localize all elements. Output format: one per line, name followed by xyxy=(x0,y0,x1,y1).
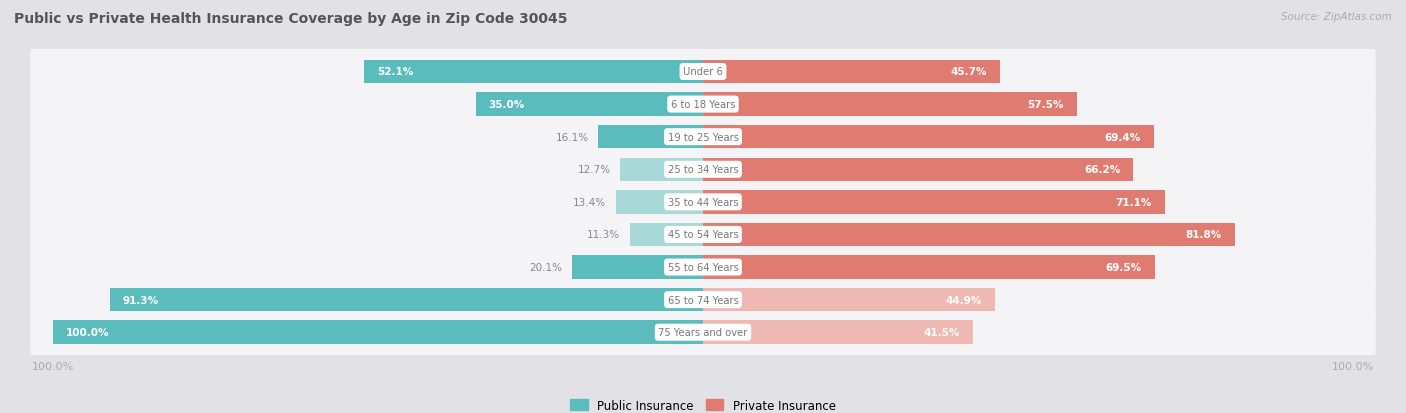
Bar xyxy=(703,93,1077,116)
Text: 19 to 25 Years: 19 to 25 Years xyxy=(668,132,738,142)
Bar xyxy=(703,191,1166,214)
Text: 66.2%: 66.2% xyxy=(1084,165,1121,175)
Text: 91.3%: 91.3% xyxy=(122,295,159,305)
Text: 44.9%: 44.9% xyxy=(945,295,981,305)
Text: 35.0%: 35.0% xyxy=(488,100,524,110)
Bar xyxy=(475,93,703,116)
Text: 16.1%: 16.1% xyxy=(555,132,589,142)
Text: Under 6: Under 6 xyxy=(683,67,723,77)
Text: 57.5%: 57.5% xyxy=(1028,100,1064,110)
FancyBboxPatch shape xyxy=(31,140,1375,199)
Text: 75 Years and over: 75 Years and over xyxy=(658,328,748,337)
Bar xyxy=(110,288,703,312)
Text: 71.1%: 71.1% xyxy=(1116,197,1152,207)
Text: 12.7%: 12.7% xyxy=(578,165,610,175)
Text: 81.8%: 81.8% xyxy=(1185,230,1222,240)
Text: 69.4%: 69.4% xyxy=(1105,132,1142,142)
Bar xyxy=(572,256,703,279)
Bar xyxy=(703,321,973,344)
Bar xyxy=(703,158,1133,182)
Bar xyxy=(620,158,703,182)
FancyBboxPatch shape xyxy=(31,108,1375,167)
Text: 55 to 64 Years: 55 to 64 Years xyxy=(668,262,738,273)
Text: 35 to 44 Years: 35 to 44 Years xyxy=(668,197,738,207)
FancyBboxPatch shape xyxy=(31,238,1375,297)
Bar xyxy=(703,288,995,312)
Bar xyxy=(53,321,703,344)
Text: 45 to 54 Years: 45 to 54 Years xyxy=(668,230,738,240)
Text: 13.4%: 13.4% xyxy=(574,197,606,207)
Text: 6 to 18 Years: 6 to 18 Years xyxy=(671,100,735,110)
Text: Public vs Private Health Insurance Coverage by Age in Zip Code 30045: Public vs Private Health Insurance Cover… xyxy=(14,12,568,26)
Text: 100.0%: 100.0% xyxy=(66,328,110,337)
FancyBboxPatch shape xyxy=(31,173,1375,232)
Bar xyxy=(703,256,1154,279)
Bar xyxy=(630,223,703,247)
Text: 41.5%: 41.5% xyxy=(924,328,960,337)
FancyBboxPatch shape xyxy=(31,271,1375,330)
Bar xyxy=(616,191,703,214)
Legend: Public Insurance, Private Insurance: Public Insurance, Private Insurance xyxy=(565,394,841,413)
FancyBboxPatch shape xyxy=(31,75,1375,134)
Bar xyxy=(599,126,703,149)
Bar xyxy=(364,61,703,84)
FancyBboxPatch shape xyxy=(31,303,1375,362)
Text: 69.5%: 69.5% xyxy=(1105,262,1142,273)
Text: 11.3%: 11.3% xyxy=(586,230,620,240)
Text: 45.7%: 45.7% xyxy=(950,67,987,77)
Text: 25 to 34 Years: 25 to 34 Years xyxy=(668,165,738,175)
FancyBboxPatch shape xyxy=(31,205,1375,264)
Bar xyxy=(703,126,1154,149)
Text: 20.1%: 20.1% xyxy=(530,262,562,273)
Text: 65 to 74 Years: 65 to 74 Years xyxy=(668,295,738,305)
Text: Source: ZipAtlas.com: Source: ZipAtlas.com xyxy=(1281,12,1392,22)
FancyBboxPatch shape xyxy=(31,43,1375,102)
Bar xyxy=(703,61,1000,84)
Text: 52.1%: 52.1% xyxy=(377,67,413,77)
Bar xyxy=(703,223,1234,247)
